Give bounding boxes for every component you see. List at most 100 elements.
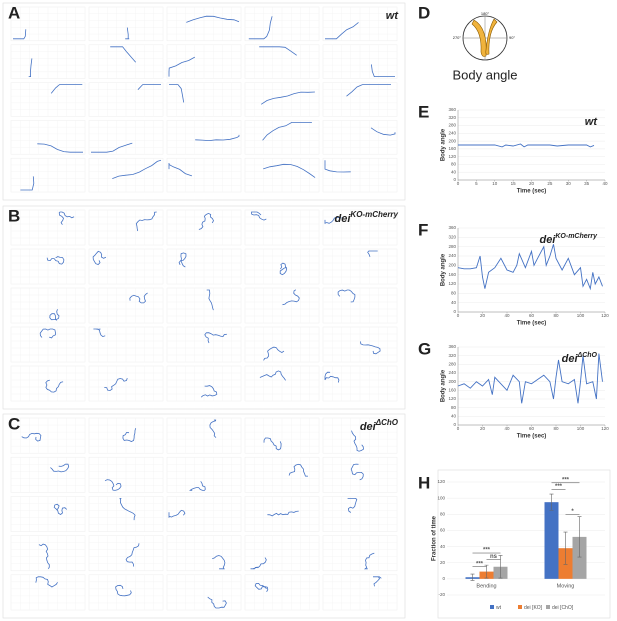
legend-label: dei [KO]: [524, 605, 543, 611]
trajectory: [263, 163, 316, 178]
y-tick-label: 20: [440, 560, 446, 565]
y-tick-label: 320: [448, 235, 456, 240]
genotype: wt: [585, 116, 599, 128]
trajectory: [135, 211, 157, 232]
y-tick-label: 80: [451, 405, 457, 410]
genotype-superscript: ΔChO: [375, 418, 399, 427]
y-tick-label: 320: [448, 353, 456, 358]
panel-letter: D: [418, 3, 430, 22]
genotype-superscript: KO-mCherry: [555, 233, 598, 240]
trajectory: [370, 127, 396, 136]
x-tick-label: 40: [504, 313, 510, 318]
y-tick-label: 120: [437, 479, 445, 484]
x-tick-label: 20: [480, 426, 486, 431]
y-tick-label: 40: [451, 414, 457, 419]
larva-body: [485, 18, 498, 55]
error-bar: [470, 573, 475, 581]
trajectory: [248, 16, 273, 40]
genotype-label: deiΔChO: [360, 418, 399, 433]
panel-letter: E: [418, 102, 429, 121]
trajectory: [168, 163, 193, 177]
x-tick-label: 30: [566, 181, 572, 186]
legend-swatch: [490, 605, 494, 609]
legend-label: dei [ChO]: [552, 605, 574, 611]
trajectory: [325, 22, 359, 40]
genotype-label: deiKO-mCherry: [539, 233, 598, 246]
trajectory: [198, 212, 214, 230]
error-bar: [577, 516, 582, 558]
y-tick-label: 40: [451, 300, 457, 305]
trajectory: [260, 91, 315, 105]
trajectory: [37, 143, 83, 153]
bar: [544, 502, 559, 579]
panel-frame: [2, 205, 406, 410]
genotype-superscript: ΔChO: [577, 352, 598, 359]
trajectory: [39, 328, 56, 339]
panel-frame: [2, 413, 406, 619]
trajectory: [363, 552, 375, 570]
y-tick-label: 360: [448, 107, 456, 112]
y-tick-label: 120: [448, 396, 456, 401]
x-tick-label: 0: [457, 181, 460, 186]
y-tick-label: 0: [442, 576, 445, 581]
y-axis-label: Body angle: [441, 128, 447, 161]
trajectory: [104, 378, 128, 391]
error-bar: [563, 531, 568, 565]
line-series: [458, 143, 595, 148]
angle-label: 180°: [481, 11, 490, 16]
x-tick-label: 25: [547, 181, 553, 186]
significance-label: ***: [555, 484, 563, 490]
trajectory: [337, 289, 356, 303]
y-tick-label: 320: [448, 115, 456, 120]
trajectory: [350, 463, 364, 481]
trajectory: [21, 432, 42, 442]
y-tick-label: 280: [448, 123, 456, 128]
trajectory: [168, 56, 195, 77]
y-tick-label: 40: [440, 544, 446, 549]
trajectory: [279, 262, 288, 276]
trajectory: [347, 498, 358, 513]
genotype: wt: [386, 10, 400, 22]
y-tick-label: 100: [437, 495, 445, 500]
x-axis-label: Time (sec): [517, 189, 547, 195]
panel-letter: H: [418, 473, 430, 492]
significance-label: ***: [483, 548, 491, 554]
trajectory: [288, 463, 308, 477]
trajectory: [351, 430, 364, 452]
y-tick-label: 280: [448, 244, 456, 249]
x-tick-label: 100: [577, 426, 585, 431]
trajectory: [324, 371, 340, 383]
genotype-label: wt: [386, 10, 400, 22]
trajectory: [262, 122, 312, 141]
x-tick-label: 60: [529, 313, 535, 318]
y-tick-label: -20: [438, 592, 445, 597]
trajectory: [125, 543, 140, 567]
trajectory: [45, 379, 64, 393]
y-tick-label: 200: [448, 379, 456, 384]
trajectory: [373, 576, 382, 587]
trajectory: [259, 370, 286, 381]
trajectory: [50, 463, 70, 473]
angle-label: 270°: [453, 35, 462, 40]
trajectory: [122, 428, 137, 442]
y-tick-label: 200: [448, 263, 456, 268]
trajectory: [324, 216, 342, 224]
y-axis-label: Fraction of time: [432, 515, 438, 561]
trajectory: [209, 419, 217, 438]
bar: [572, 536, 587, 579]
trajectory: [112, 159, 162, 179]
legend-label: wt: [496, 605, 502, 611]
x-tick-label: Moving: [557, 583, 575, 589]
x-tick-label: 0: [457, 313, 460, 318]
trajectory: [168, 509, 186, 518]
genotype: dei: [562, 353, 579, 365]
genotype-superscript: KO-mCherry: [350, 210, 398, 219]
y-tick-label: 40: [451, 169, 457, 174]
y-tick-label: 200: [448, 138, 456, 143]
trajectory: [178, 252, 187, 268]
panel-letter: C: [8, 414, 20, 433]
error-bar: [484, 564, 489, 579]
trajectory: [110, 46, 137, 63]
